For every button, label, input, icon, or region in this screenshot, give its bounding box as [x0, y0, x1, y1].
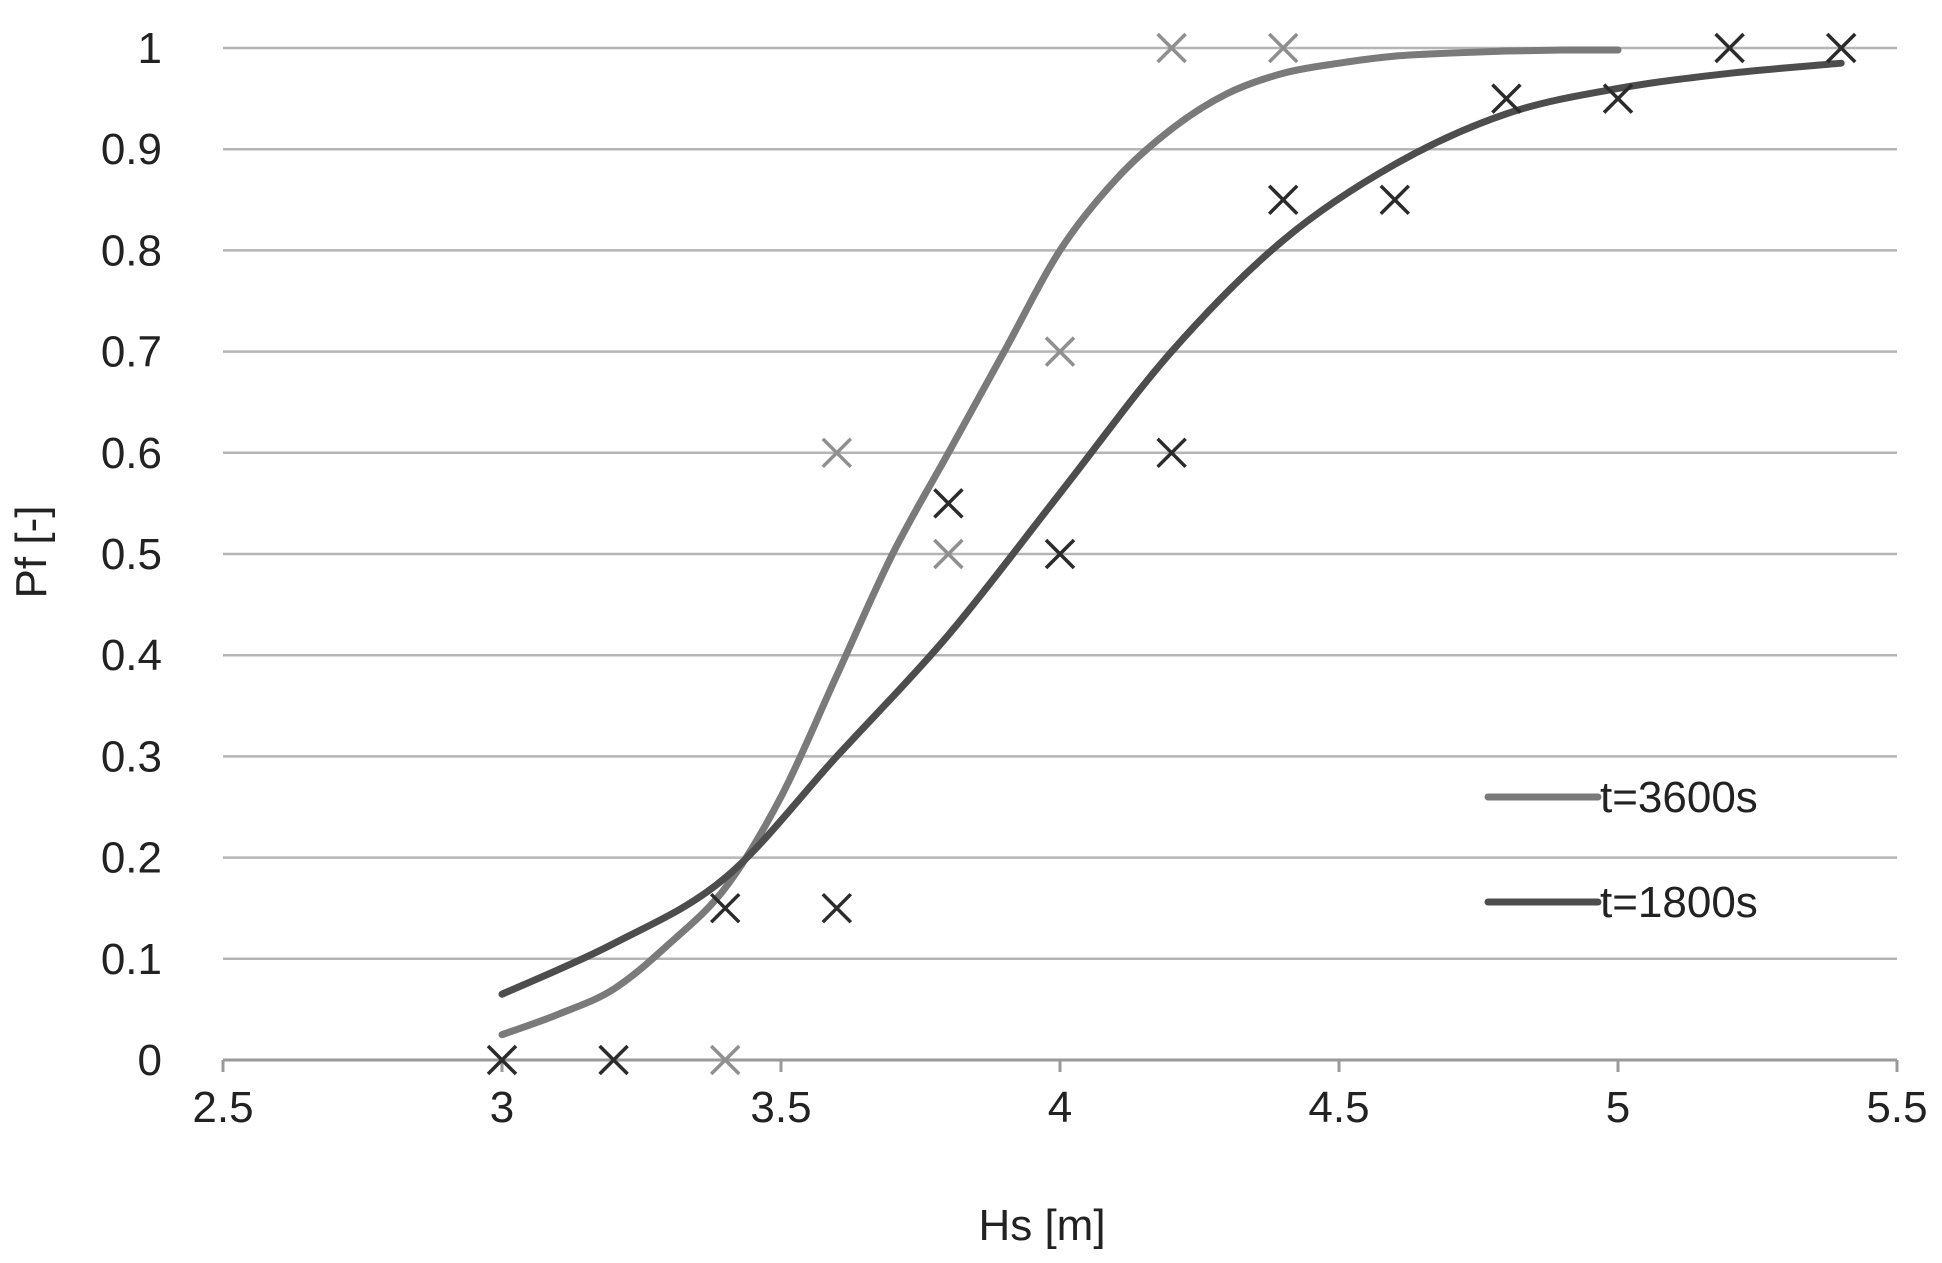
legend-item: t=1800s [1484, 878, 1758, 927]
data-point [1044, 336, 1076, 367]
x-tick-label: 4 [1048, 1083, 1072, 1132]
x-tick-label: 2.5 [192, 1083, 253, 1132]
data-point [1825, 32, 1857, 64]
x-marker-stroke [821, 892, 853, 924]
x-marker-stroke [1714, 32, 1745, 64]
y-tick-label: 0.2 [101, 834, 162, 883]
data-point [709, 892, 741, 924]
legend-item: t=3600s [1484, 773, 1758, 822]
x-tick-label: 5.5 [1866, 1083, 1927, 1132]
y-tick-label: 0.7 [101, 328, 162, 377]
x-marker-stroke [1491, 83, 1522, 114]
x-axis: 2.5 3 3.5 4 4.5 5 5.5 [192, 1058, 1928, 1132]
x-tick-label: 3.5 [750, 1083, 811, 1132]
data-point [1714, 32, 1745, 64]
x-marker-stroke [1044, 336, 1076, 367]
data-point [821, 892, 853, 924]
y-tick-label: 0.1 [101, 935, 162, 984]
data-point [598, 1044, 629, 1076]
y-tick-label: 0.5 [101, 530, 162, 579]
x-axis-title: Hs [m] [978, 1201, 1105, 1250]
y-tick-label: 1 [138, 24, 162, 73]
data-point [1044, 538, 1076, 570]
x-marker-stroke [933, 488, 964, 519]
x-marker-stroke [486, 1044, 518, 1076]
y-tick-label: 0.8 [101, 226, 162, 275]
data-point [1379, 184, 1411, 216]
x-marker-stroke [1156, 437, 1187, 469]
data-point [1267, 184, 1299, 216]
x-tick-label: 3 [490, 1083, 514, 1132]
y-tick-label: 0 [138, 1036, 162, 1085]
data-point [1267, 32, 1299, 64]
data-point [1156, 32, 1187, 64]
data-point [933, 538, 964, 570]
x-marker-stroke [709, 892, 741, 924]
legend: t=3600s t=1800s [1484, 773, 1758, 927]
x-tick-label: 5 [1606, 1083, 1630, 1132]
data-point [933, 488, 964, 519]
series-lines [498, 46, 1845, 1039]
x-marker-stroke [1602, 83, 1634, 114]
y-tick-label: 0.3 [101, 732, 162, 781]
series-line-t-3600s [498, 46, 1622, 1039]
legend-label: t=3600s [1600, 773, 1758, 822]
x-marker-stroke [1825, 32, 1857, 64]
x-marker-stroke [1267, 184, 1299, 216]
series-markers [486, 32, 1857, 1076]
x-marker-stroke [933, 538, 964, 570]
y-tick-label: 0.9 [101, 125, 162, 174]
data-point [1602, 83, 1634, 114]
x-marker-stroke [1267, 32, 1299, 64]
x-marker-stroke [1044, 538, 1076, 570]
x-tick-label: 4.5 [1308, 1083, 1369, 1132]
data-point [821, 437, 853, 469]
data-point [486, 1044, 518, 1076]
data-point [709, 1044, 741, 1076]
y-tick-label: 0.4 [101, 631, 162, 680]
x-marker-stroke [709, 1044, 741, 1076]
data-point [1156, 437, 1187, 469]
x-marker-stroke [598, 1044, 629, 1076]
x-marker-stroke [1156, 32, 1187, 64]
y-tick-label: 0.6 [101, 429, 162, 478]
data-point [1491, 83, 1522, 114]
series-line-t-1800s [498, 59, 1845, 998]
legend-label: t=1800s [1600, 878, 1758, 927]
x-marker-stroke [1379, 184, 1411, 216]
x-marker-stroke [821, 437, 853, 469]
y-axis-title: Pf [-] [7, 506, 56, 599]
y-axis: 0 0.1 0.2 0.3 0.4 0.5 0.6 0.7 0.8 0.9 1 [101, 24, 162, 1085]
